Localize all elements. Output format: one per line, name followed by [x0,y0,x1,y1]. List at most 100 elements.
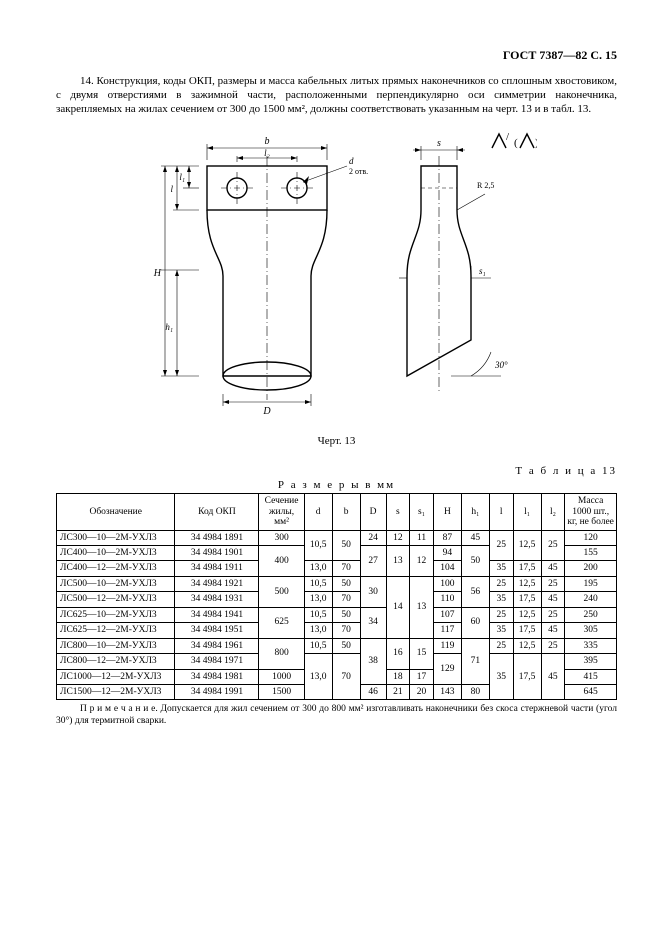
cell: 10,5 [304,576,332,591]
cell: 17,5 [513,654,541,700]
cell: 34 4984 1941 [175,607,259,622]
cell: 13,0 [304,561,332,576]
table-header-row: ОбозначениеКод ОКПСечение жилы, мм²dbDss… [57,494,617,530]
cell: 10,5 [304,607,332,622]
cell: 12,5 [513,530,541,561]
col-header: b [332,494,360,530]
cell: 305 [565,623,617,638]
cell: 45 [541,592,565,607]
cell: ЛС800—10—2М-УХЛ3 [57,638,175,653]
cell: 20 [410,684,434,699]
left-dims: l₁ l H h₁ [152,166,198,376]
cell: 195 [565,576,617,591]
cell: 70 [332,623,360,638]
cell: 25 [541,638,565,653]
cell: 38 [360,638,386,684]
cell: 50 [332,607,360,622]
table-note: П р и м е ч а н и е. Допускается для жил… [56,704,617,727]
col-header: l₂ [541,494,565,530]
dim-b: b [264,136,269,147]
svg-text:H: H [152,268,161,279]
cell: 35 [489,561,513,576]
dim-d-count: 2 отв. [349,167,368,176]
table-label: Т а б л и ц а 13 [56,465,617,477]
figure-caption: Черт. 13 [56,435,617,447]
col-header: d [304,494,332,530]
cell: 13,0 [304,623,332,638]
cell: 25 [541,576,565,591]
cell: 60 [461,607,489,638]
cell: 34 4984 1961 [175,638,259,653]
col-header: l₁ [513,494,541,530]
table-row: ЛС800—12—2М-УХЛ334 4984 197113,070129351… [57,654,617,669]
cell: 13,0 [304,592,332,607]
drawing-13: / ( ) [56,126,617,431]
svg-text:h₁: h₁ [165,322,173,332]
cell: 70 [332,654,360,700]
cell: 34 [360,607,386,638]
cell: 625 [259,607,304,638]
dim-D: D [262,406,271,417]
cell: 21 [386,684,410,699]
cell: 100 [433,576,461,591]
cell: 45 [541,654,565,700]
cell: 34 4984 1931 [175,592,259,607]
cell: 110 [433,592,461,607]
cell: 335 [565,638,617,653]
cell: 87 [433,530,461,545]
cell: 1500 [259,684,304,699]
table-row: ЛС625—12—2М-УХЛ334 4984 195113,070117351… [57,623,617,638]
cell: 17,5 [513,592,541,607]
cell: 34 4984 1891 [175,530,259,545]
cell: 300 [259,530,304,545]
paragraph-14: 14. Конструкция, коды ОКП, размеры и мас… [56,75,617,116]
svg-text:): ) [535,137,537,149]
cell: 70 [332,592,360,607]
cell: 34 4984 1921 [175,576,259,591]
col-header: Код ОКП [175,494,259,530]
cell: 12,5 [513,576,541,591]
table-dim-caption: Р а з м е р ы в мм [56,479,617,491]
cell: ЛС400—10—2М-УХЛ3 [57,546,175,561]
cell: 12,5 [513,607,541,622]
cell: ЛС1000—12—2М-УХЛ3 [57,669,175,684]
document-page: ГОСТ 7387—82 С. 15 14. Конструкция, коды… [0,0,661,936]
table-13: ОбозначениеКод ОКПСечение жилы, мм²dbDss… [56,493,617,700]
cell: 50 [332,638,360,653]
cell: 800 [259,638,304,669]
cell: 15 [410,638,434,669]
cell: 70 [332,561,360,576]
cell: 129 [433,654,461,685]
cell: ЛС1500—12—2М-УХЛ3 [57,684,175,699]
cell: 240 [565,592,617,607]
side-view: s R 2,5 s₁ 30° [399,138,508,392]
dim-l2: l₂ [264,148,270,158]
para-num: 14. [80,75,94,87]
cell: 34 4984 1991 [175,684,259,699]
cell: 12 [386,530,410,545]
cell: ЛС400—12—2М-УХЛ3 [57,561,175,576]
page-header: ГОСТ 7387—82 С. 15 [56,48,617,63]
table-row: ЛС500—12—2М-УХЛ334 4984 193113,070110351… [57,592,617,607]
front-view: b l₂ d 2 отв. [152,136,367,417]
cell: 107 [433,607,461,622]
svg-text:(: ( [514,137,518,149]
cell: 46 [360,684,386,699]
cell: ЛС300—10—2М-УХЛ3 [57,530,175,545]
cell: 34 4984 1951 [175,623,259,638]
table-row: ЛС625—10—2М-УХЛ334 4984 194162510,550341… [57,607,617,622]
cell: 25 [541,607,565,622]
cell: 35 [489,654,513,700]
table-row: ЛС400—12—2М-УХЛ334 4984 191113,070104351… [57,561,617,576]
table-body: ЛС300—10—2М-УХЛ334 4984 189130010,550241… [57,530,617,700]
cell: 94 [433,546,461,561]
cell: 11 [410,530,434,545]
cell: 415 [565,669,617,684]
cell: 200 [565,561,617,576]
cell: 1000 [259,669,304,684]
col-header: l [489,494,513,530]
cell: 34 4984 1971 [175,654,259,669]
cell: 71 [461,638,489,684]
cell: 25 [489,638,513,653]
cell: 34 4984 1901 [175,546,259,561]
